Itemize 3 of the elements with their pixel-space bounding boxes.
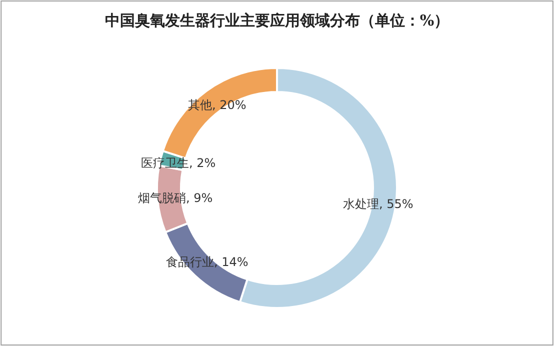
chart-title: 中国臭氧发生器行业主要应用领域分布（单位：%）: [104, 11, 450, 30]
slice-label: 水处理, 55%: [343, 197, 414, 211]
slice-label: 食品行业, 14%: [166, 255, 248, 269]
